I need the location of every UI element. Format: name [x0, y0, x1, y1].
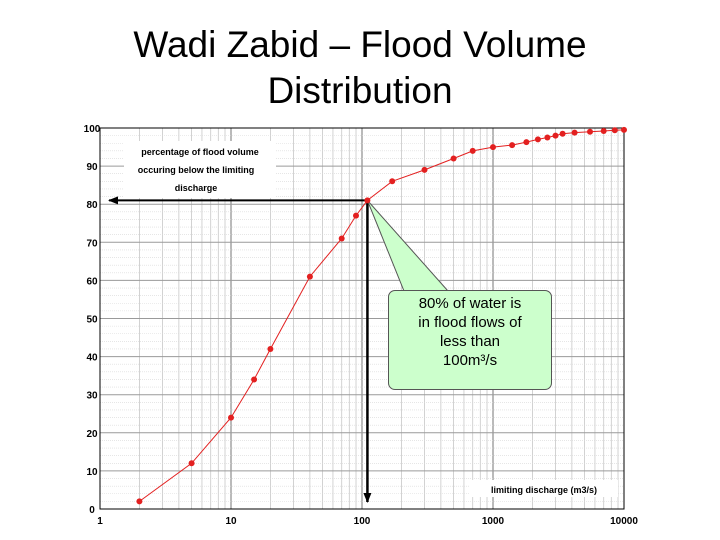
data-point	[509, 142, 516, 149]
data-point	[136, 498, 143, 505]
x-tick-label: 10000	[610, 516, 638, 527]
chart-title-line-2: Distribution	[267, 70, 453, 111]
data-point	[267, 346, 274, 352]
chart-title: Wadi Zabid – Flood Volume Distribution	[0, 22, 720, 114]
annotation-line-3: less than	[439, 333, 501, 350]
x-axis-label: limiting discharge (m3/s)	[491, 485, 597, 495]
data-point	[490, 144, 496, 151]
data-point	[389, 178, 396, 185]
data-point	[353, 212, 359, 219]
data-point	[611, 127, 618, 134]
indicator-arrows	[108, 196, 372, 503]
data-point	[587, 128, 593, 135]
data-point	[450, 155, 457, 162]
data-point	[544, 134, 551, 141]
annotation-callout: 80% of water is in flood flows of less t…	[388, 290, 552, 390]
data-point	[523, 139, 530, 146]
data-point	[228, 414, 234, 421]
x-tick-label: 1000	[482, 516, 505, 527]
data-point	[534, 136, 541, 143]
series-group	[136, 126, 627, 505]
callout-pointer	[366, 200, 450, 292]
data-point	[469, 147, 476, 154]
chart-title-line-1: Wadi Zabid – Flood Volume	[133, 24, 587, 65]
data-point	[364, 197, 371, 204]
data-point	[338, 235, 345, 242]
data-point	[559, 130, 566, 137]
data-point	[571, 129, 578, 136]
y-tick-label: 50	[86, 315, 98, 326]
x-axis-label-box: limiting discharge (m3/s)	[470, 480, 618, 497]
annotation-line-4: 100m³/s	[442, 352, 498, 369]
x-axis-label-background	[470, 480, 618, 497]
y-tick-label: 20	[86, 429, 98, 440]
y-tick-label: 80	[86, 200, 98, 211]
y-tick-label: 30	[86, 391, 98, 402]
y-tick-label: 100	[84, 124, 101, 135]
data-point	[421, 166, 428, 173]
x-tick-label: 100	[354, 516, 371, 527]
data-point	[306, 273, 313, 280]
plot-frame	[99, 127, 625, 510]
y-tick-label: 70	[86, 238, 98, 249]
y-tick-label: 90	[86, 162, 98, 173]
x-tick-label: 1	[97, 516, 103, 527]
y-axis-label-line: occuring below the limiting	[138, 165, 255, 175]
y-axis-label-line: discharge	[175, 183, 218, 193]
annotation-line-2: in flood flows of	[418, 314, 522, 331]
data-point	[552, 132, 559, 139]
y-tick-label: 40	[86, 353, 98, 364]
y-axis-label-line: percentage of flood volume	[141, 147, 259, 157]
x-tick-label: 10	[225, 516, 237, 527]
y-axis-label-box: percentage of flood volume occuring below…	[124, 141, 276, 198]
y-tick-label: 10	[86, 467, 98, 478]
y-tick-label: 0	[89, 505, 95, 516]
annotation-line-1: 80% of water is	[418, 295, 522, 312]
data-point	[188, 460, 195, 467]
data-point	[251, 376, 258, 383]
y-axis-label-background	[124, 141, 276, 198]
data-point	[621, 126, 627, 133]
y-tick-label: 60	[86, 276, 98, 287]
callout-pointer-shape	[366, 200, 450, 292]
data-point	[600, 128, 607, 134]
